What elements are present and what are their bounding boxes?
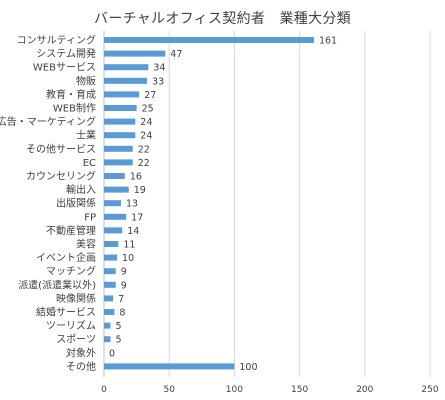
- value-label-10: 16: [130, 172, 142, 183]
- bars: [104, 37, 314, 370]
- value-label-20: 8: [119, 308, 125, 319]
- x-tick-label-250: 250: [421, 385, 438, 395]
- value-label-8: 22: [138, 144, 150, 155]
- value-label-21: 5: [116, 321, 122, 332]
- bar-13: [104, 213, 127, 220]
- category-label-16: イベント企画: [36, 251, 96, 264]
- bar-9: [104, 159, 133, 166]
- value-label-15: 11: [123, 240, 135, 251]
- bar-20: [104, 309, 115, 315]
- category-label-17: マッチング: [46, 265, 96, 278]
- value-label-14: 14: [127, 226, 139, 237]
- value-label-0: 161: [319, 36, 337, 47]
- value-label-12: 13: [126, 199, 138, 210]
- bar-18: [104, 281, 116, 288]
- value-label-3: 33: [152, 76, 164, 87]
- bar-11: [104, 186, 129, 193]
- value-label-7: 24: [140, 131, 152, 142]
- category-label-12: 出版関係: [56, 197, 96, 210]
- bar-1: [104, 50, 166, 57]
- value-label-22: 5: [116, 335, 122, 346]
- bar-12: [104, 200, 121, 207]
- value-label-18: 9: [121, 280, 127, 291]
- bar-5: [104, 105, 137, 111]
- value-label-17: 9: [121, 267, 127, 278]
- category-label-19: 映像関係: [56, 293, 96, 305]
- category-label-20: 結婚サービス: [36, 306, 96, 319]
- category-label-22: スポーツ: [56, 334, 96, 346]
- value-label-5: 25: [142, 104, 154, 115]
- x-tick-label-150: 150: [291, 385, 308, 395]
- value-label-4: 27: [144, 90, 156, 101]
- category-label-5: WEB制作: [53, 102, 96, 115]
- value-label-24: 100: [239, 362, 257, 373]
- x-tick-label-50: 50: [163, 385, 175, 395]
- category-label-1: システム開発: [36, 47, 96, 60]
- category-label-24: その他: [66, 360, 96, 373]
- bar-21: [104, 322, 111, 329]
- bar-14: [104, 227, 123, 234]
- category-label-4: 教育・育成: [46, 88, 96, 101]
- value-label-1: 47: [170, 49, 182, 60]
- value-label-11: 19: [134, 185, 146, 196]
- category-label-15: 美容: [76, 238, 96, 251]
- category-label-23: 対象外: [66, 346, 96, 359]
- gridlines: [103, 31, 431, 377]
- value-label-9: 22: [138, 158, 150, 169]
- category-label-6: 広告・マーケティング: [0, 115, 96, 128]
- category-label-10: カウンセリング: [26, 170, 96, 183]
- value-label-13: 17: [131, 212, 143, 223]
- category-label-11: 輸出入: [66, 183, 96, 196]
- category-label-14: 不動産管理: [46, 224, 96, 237]
- category-label-8: その他サービス: [26, 142, 96, 155]
- bar-8: [104, 145, 133, 152]
- value-label-23: 0: [109, 348, 115, 359]
- x-tick-label-100: 100: [226, 385, 243, 395]
- bar-6: [104, 118, 136, 125]
- chart-title: バーチャルオフィス契約者 業種大分類: [94, 11, 351, 27]
- bar-3: [104, 77, 148, 84]
- bar-24: [104, 363, 235, 370]
- bar-10: [104, 173, 125, 179]
- category-label-18: 派遣(派遣業以外): [18, 278, 96, 291]
- x-tick-label-0: 0: [101, 385, 107, 395]
- category-label-0: コンサルティング: [17, 34, 96, 47]
- category-label-21: ツーリズム: [46, 319, 96, 332]
- bar-7: [104, 132, 136, 139]
- category-label-2: WEBサービス: [33, 62, 96, 74]
- category-label-3: 物販: [76, 74, 96, 87]
- category-label-7: 士業: [76, 129, 96, 142]
- value-label-6: 24: [140, 117, 152, 128]
- value-label-19: 7: [118, 294, 124, 305]
- category-label-13: FP: [84, 212, 96, 223]
- bar-0: [104, 37, 314, 43]
- value-label-16: 10: [122, 253, 134, 264]
- bar-17: [104, 268, 116, 275]
- bar-15: [104, 241, 119, 247]
- category-label-9: EC: [83, 158, 96, 169]
- bar-16: [104, 254, 118, 261]
- bar-19: [104, 295, 114, 302]
- bar-4: [104, 91, 140, 98]
- value-label-2: 34: [153, 63, 165, 74]
- bar-2: [104, 64, 149, 71]
- bar-22: [104, 336, 111, 343]
- x-tick-label-200: 200: [356, 385, 373, 395]
